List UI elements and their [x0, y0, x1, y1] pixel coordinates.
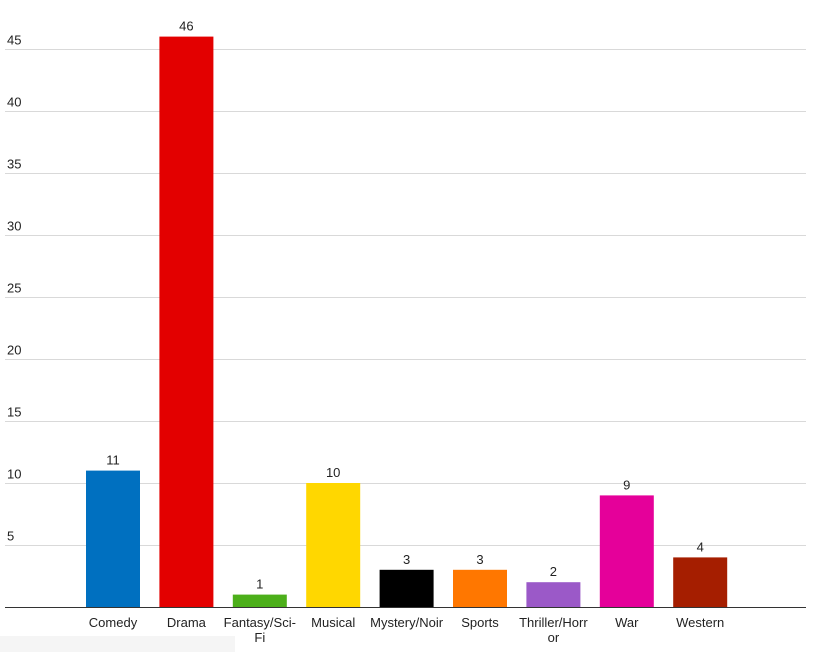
- data-label: 4: [697, 539, 704, 554]
- y-tick-label: 5: [7, 529, 14, 544]
- x-tick-label: War: [615, 615, 639, 630]
- x-tick-label: Sports: [461, 615, 499, 630]
- x-axis-tick-labels: Comedy Drama Fantasy/Sci-Fi Musical Mystery/…: [89, 615, 724, 645]
- x-tick-label: Comedy: [89, 615, 138, 630]
- y-tick-label: 15: [7, 405, 21, 420]
- x-tick-label: Western: [676, 615, 724, 630]
- bars: [86, 36, 728, 608]
- x-tick-label: Thriller/Horr or: [519, 615, 588, 645]
- bar: [599, 495, 654, 607]
- data-label: 11: [106, 453, 120, 468]
- y-tick-label: 20: [7, 343, 21, 358]
- data-label: 3: [403, 552, 410, 567]
- y-tick-label: 45: [7, 33, 21, 48]
- bar: [159, 36, 214, 608]
- data-labels: 11 46 1 10 3 3 2 9 4: [106, 19, 704, 592]
- y-tick-label: 25: [7, 281, 21, 296]
- data-label: 3: [476, 552, 483, 567]
- y-axis-tick-labels: 5 10 15 20 25 30 35 40 45: [7, 33, 21, 544]
- y-tick-label: 40: [7, 95, 21, 110]
- x-tick-label: Fantasy/Sci-Fi: [224, 615, 296, 645]
- bar: [232, 594, 287, 607]
- footer-shade: [0, 636, 235, 652]
- data-label: 1: [256, 577, 263, 592]
- bar: [306, 483, 361, 607]
- data-label: 9: [623, 477, 630, 492]
- y-tick-label: 30: [7, 219, 21, 234]
- bar: [86, 470, 140, 607]
- data-label: 2: [550, 564, 557, 579]
- bar: [379, 569, 434, 607]
- y-tick-label: 35: [7, 157, 21, 172]
- x-tick-label: Mystery/Noir: [370, 615, 444, 630]
- x-tick-label: Drama: [167, 615, 207, 630]
- bar: [526, 582, 581, 607]
- data-label: 10: [326, 465, 340, 480]
- data-label: 46: [179, 19, 193, 34]
- y-tick-label: 10: [7, 467, 21, 482]
- bar: [453, 569, 507, 607]
- bar: [673, 557, 728, 607]
- x-tick-label: Musical: [311, 615, 355, 630]
